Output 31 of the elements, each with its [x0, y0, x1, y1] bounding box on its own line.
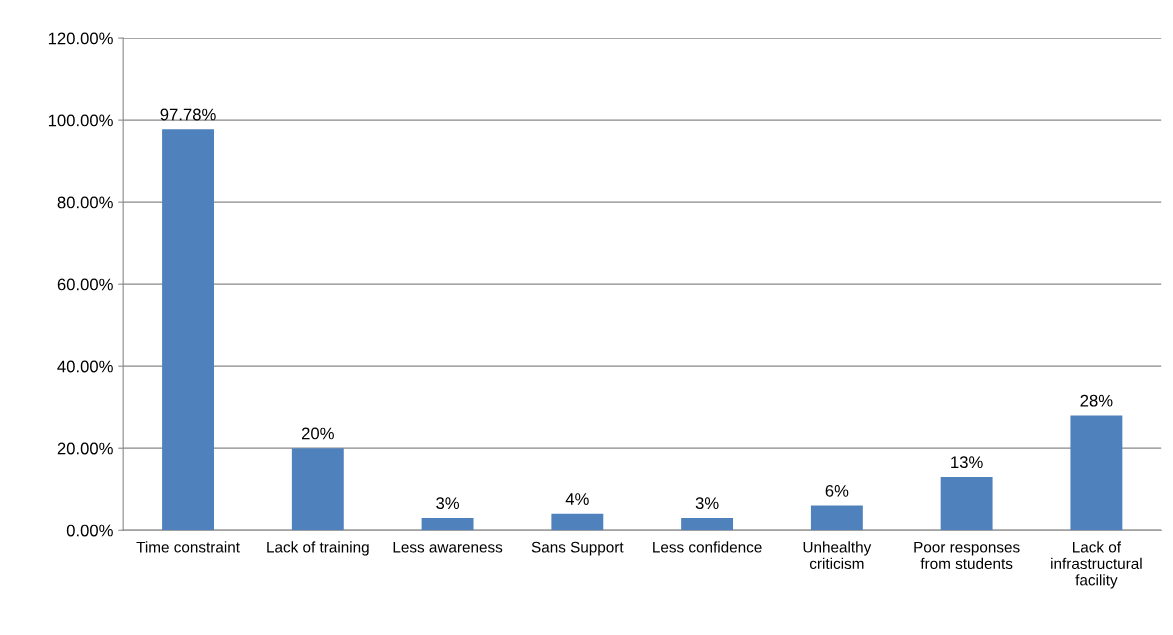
y-tick-label: 60.00% — [57, 278, 113, 291]
x-tick-label: Less awareness — [393, 541, 503, 553]
bar — [421, 517, 474, 531]
x-tick-label: Less confidence — [653, 541, 762, 553]
x-tick-label: Lack of infrastructural facility — [1051, 541, 1142, 589]
x-tick-label: Time constraint — [136, 541, 240, 553]
x-tick-label: Poor responses from students — [914, 541, 1020, 570]
data-label: 13% — [951, 456, 983, 469]
bar — [551, 513, 604, 531]
data-label: 28% — [1080, 394, 1113, 407]
y-tick-label: 120.00% — [48, 32, 113, 45]
bar — [810, 505, 863, 531]
bar — [1070, 415, 1123, 531]
y-tick-label: 40.00% — [57, 360, 113, 373]
y-tick-label: 100.00% — [48, 114, 113, 127]
data-label: 4% — [565, 493, 589, 505]
x-tick-label: Lack of training — [267, 541, 369, 556]
bar — [162, 129, 214, 531]
data-label: 3% — [436, 497, 460, 510]
x-tick-label: Sans Support — [531, 541, 624, 556]
data-label: 6% — [825, 484, 849, 497]
bar — [291, 448, 344, 531]
data-label: 20% — [301, 427, 334, 440]
bar — [940, 476, 993, 531]
data-label: 97.78% — [160, 108, 216, 121]
bar — [681, 517, 734, 531]
data-label: 3% — [695, 497, 719, 510]
y-tick-label: 80.00% — [57, 196, 113, 209]
x-tick-label: Unhealthy criticism — [803, 541, 872, 570]
y-tick-label: 0.00% — [66, 524, 113, 537]
y-tick-label: 20.00% — [57, 442, 113, 455]
